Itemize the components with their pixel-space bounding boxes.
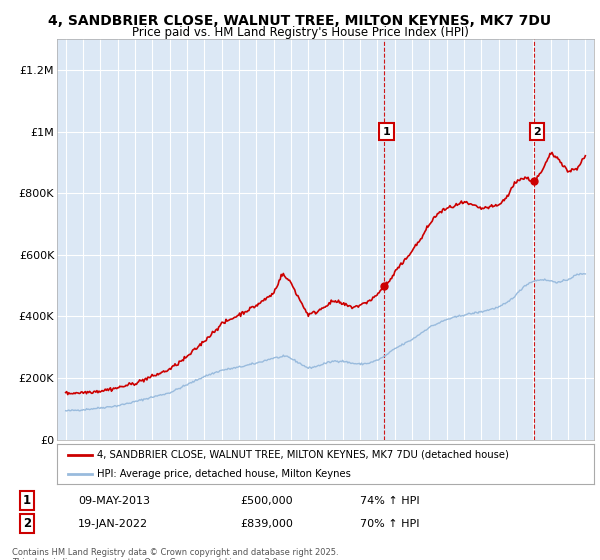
Text: 2: 2 (533, 127, 541, 137)
Text: 1: 1 (382, 127, 390, 137)
Text: 19-JAN-2022: 19-JAN-2022 (78, 519, 148, 529)
Text: 2: 2 (23, 517, 31, 530)
Text: Price paid vs. HM Land Registry's House Price Index (HPI): Price paid vs. HM Land Registry's House … (131, 26, 469, 39)
Text: 1: 1 (23, 494, 31, 507)
Text: 70% ↑ HPI: 70% ↑ HPI (360, 519, 419, 529)
Text: 09-MAY-2013: 09-MAY-2013 (78, 496, 150, 506)
Text: £500,000: £500,000 (240, 496, 293, 506)
Text: 4, SANDBRIER CLOSE, WALNUT TREE, MILTON KEYNES, MK7 7DU (detached house): 4, SANDBRIER CLOSE, WALNUT TREE, MILTON … (97, 450, 509, 460)
Text: £839,000: £839,000 (240, 519, 293, 529)
Text: HPI: Average price, detached house, Milton Keynes: HPI: Average price, detached house, Milt… (97, 469, 351, 478)
Text: 74% ↑ HPI: 74% ↑ HPI (360, 496, 419, 506)
Text: Contains HM Land Registry data © Crown copyright and database right 2025.
This d: Contains HM Land Registry data © Crown c… (12, 548, 338, 560)
Text: 4, SANDBRIER CLOSE, WALNUT TREE, MILTON KEYNES, MK7 7DU: 4, SANDBRIER CLOSE, WALNUT TREE, MILTON … (49, 14, 551, 28)
